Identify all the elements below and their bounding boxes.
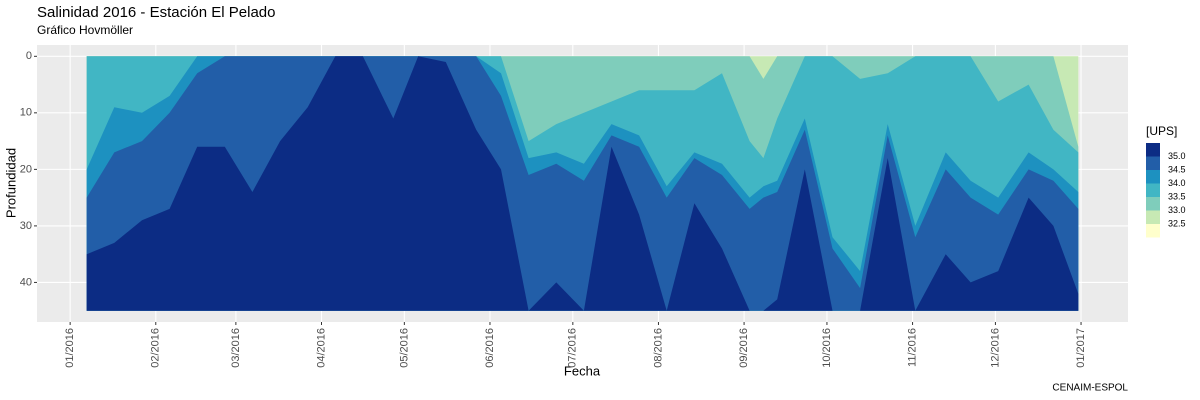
legend-swatch xyxy=(1146,156,1160,170)
y-tick-label: 30 xyxy=(20,220,32,232)
y-tick-label: 20 xyxy=(20,163,32,175)
x-tick-label: 03/2016 xyxy=(230,328,242,368)
x-tick-label: 11/2016 xyxy=(906,328,918,367)
legend-swatch xyxy=(1146,210,1160,224)
y-tick-label: 0 xyxy=(26,50,32,62)
x-tick-label: 10/2016 xyxy=(821,328,833,368)
x-tick-label: 12/2016 xyxy=(989,328,1001,368)
chart-title: Salinidad 2016 - Estación El Pelado xyxy=(37,4,276,21)
legend-swatch xyxy=(1146,183,1160,197)
legend-title: [UPS] xyxy=(1146,124,1177,138)
legend-swatch xyxy=(1146,224,1160,238)
x-tick-label: 05/2016 xyxy=(398,328,410,368)
contour-band xyxy=(86,56,1079,311)
legend-swatch xyxy=(1146,143,1160,157)
legend-swatch xyxy=(1146,170,1160,184)
y-axis-label: Profundidad xyxy=(3,148,18,218)
x-tick-label: 04/2016 xyxy=(315,328,327,368)
legend-label: 35.0 xyxy=(1168,151,1186,161)
x-tick-label: 09/2016 xyxy=(738,328,750,368)
legend-swatch xyxy=(1146,197,1160,211)
legend-label: 33.5 xyxy=(1168,191,1186,201)
y-tick-label: 10 xyxy=(20,107,32,119)
x-tick-label: 01/2017 xyxy=(1075,328,1087,368)
legend-label: 34.0 xyxy=(1168,178,1186,188)
x-tick-label: 06/2016 xyxy=(484,328,496,368)
legend-label: 34.5 xyxy=(1168,164,1186,174)
legend-label: 33.0 xyxy=(1168,205,1186,215)
chart-subtitle: Gráfico Hovmöller xyxy=(37,23,133,37)
x-tick-label: 02/2016 xyxy=(150,328,162,368)
y-tick-label: 40 xyxy=(20,276,32,288)
x-tick-label: 07/2016 xyxy=(567,328,579,368)
caption: CENAIM-ESPOL xyxy=(1052,383,1128,394)
x-tick-label: 08/2016 xyxy=(652,328,664,368)
x-axis-label: Fecha xyxy=(564,363,601,378)
x-tick-label: 01/2016 xyxy=(64,328,76,368)
legend-label: 32.5 xyxy=(1168,218,1186,228)
